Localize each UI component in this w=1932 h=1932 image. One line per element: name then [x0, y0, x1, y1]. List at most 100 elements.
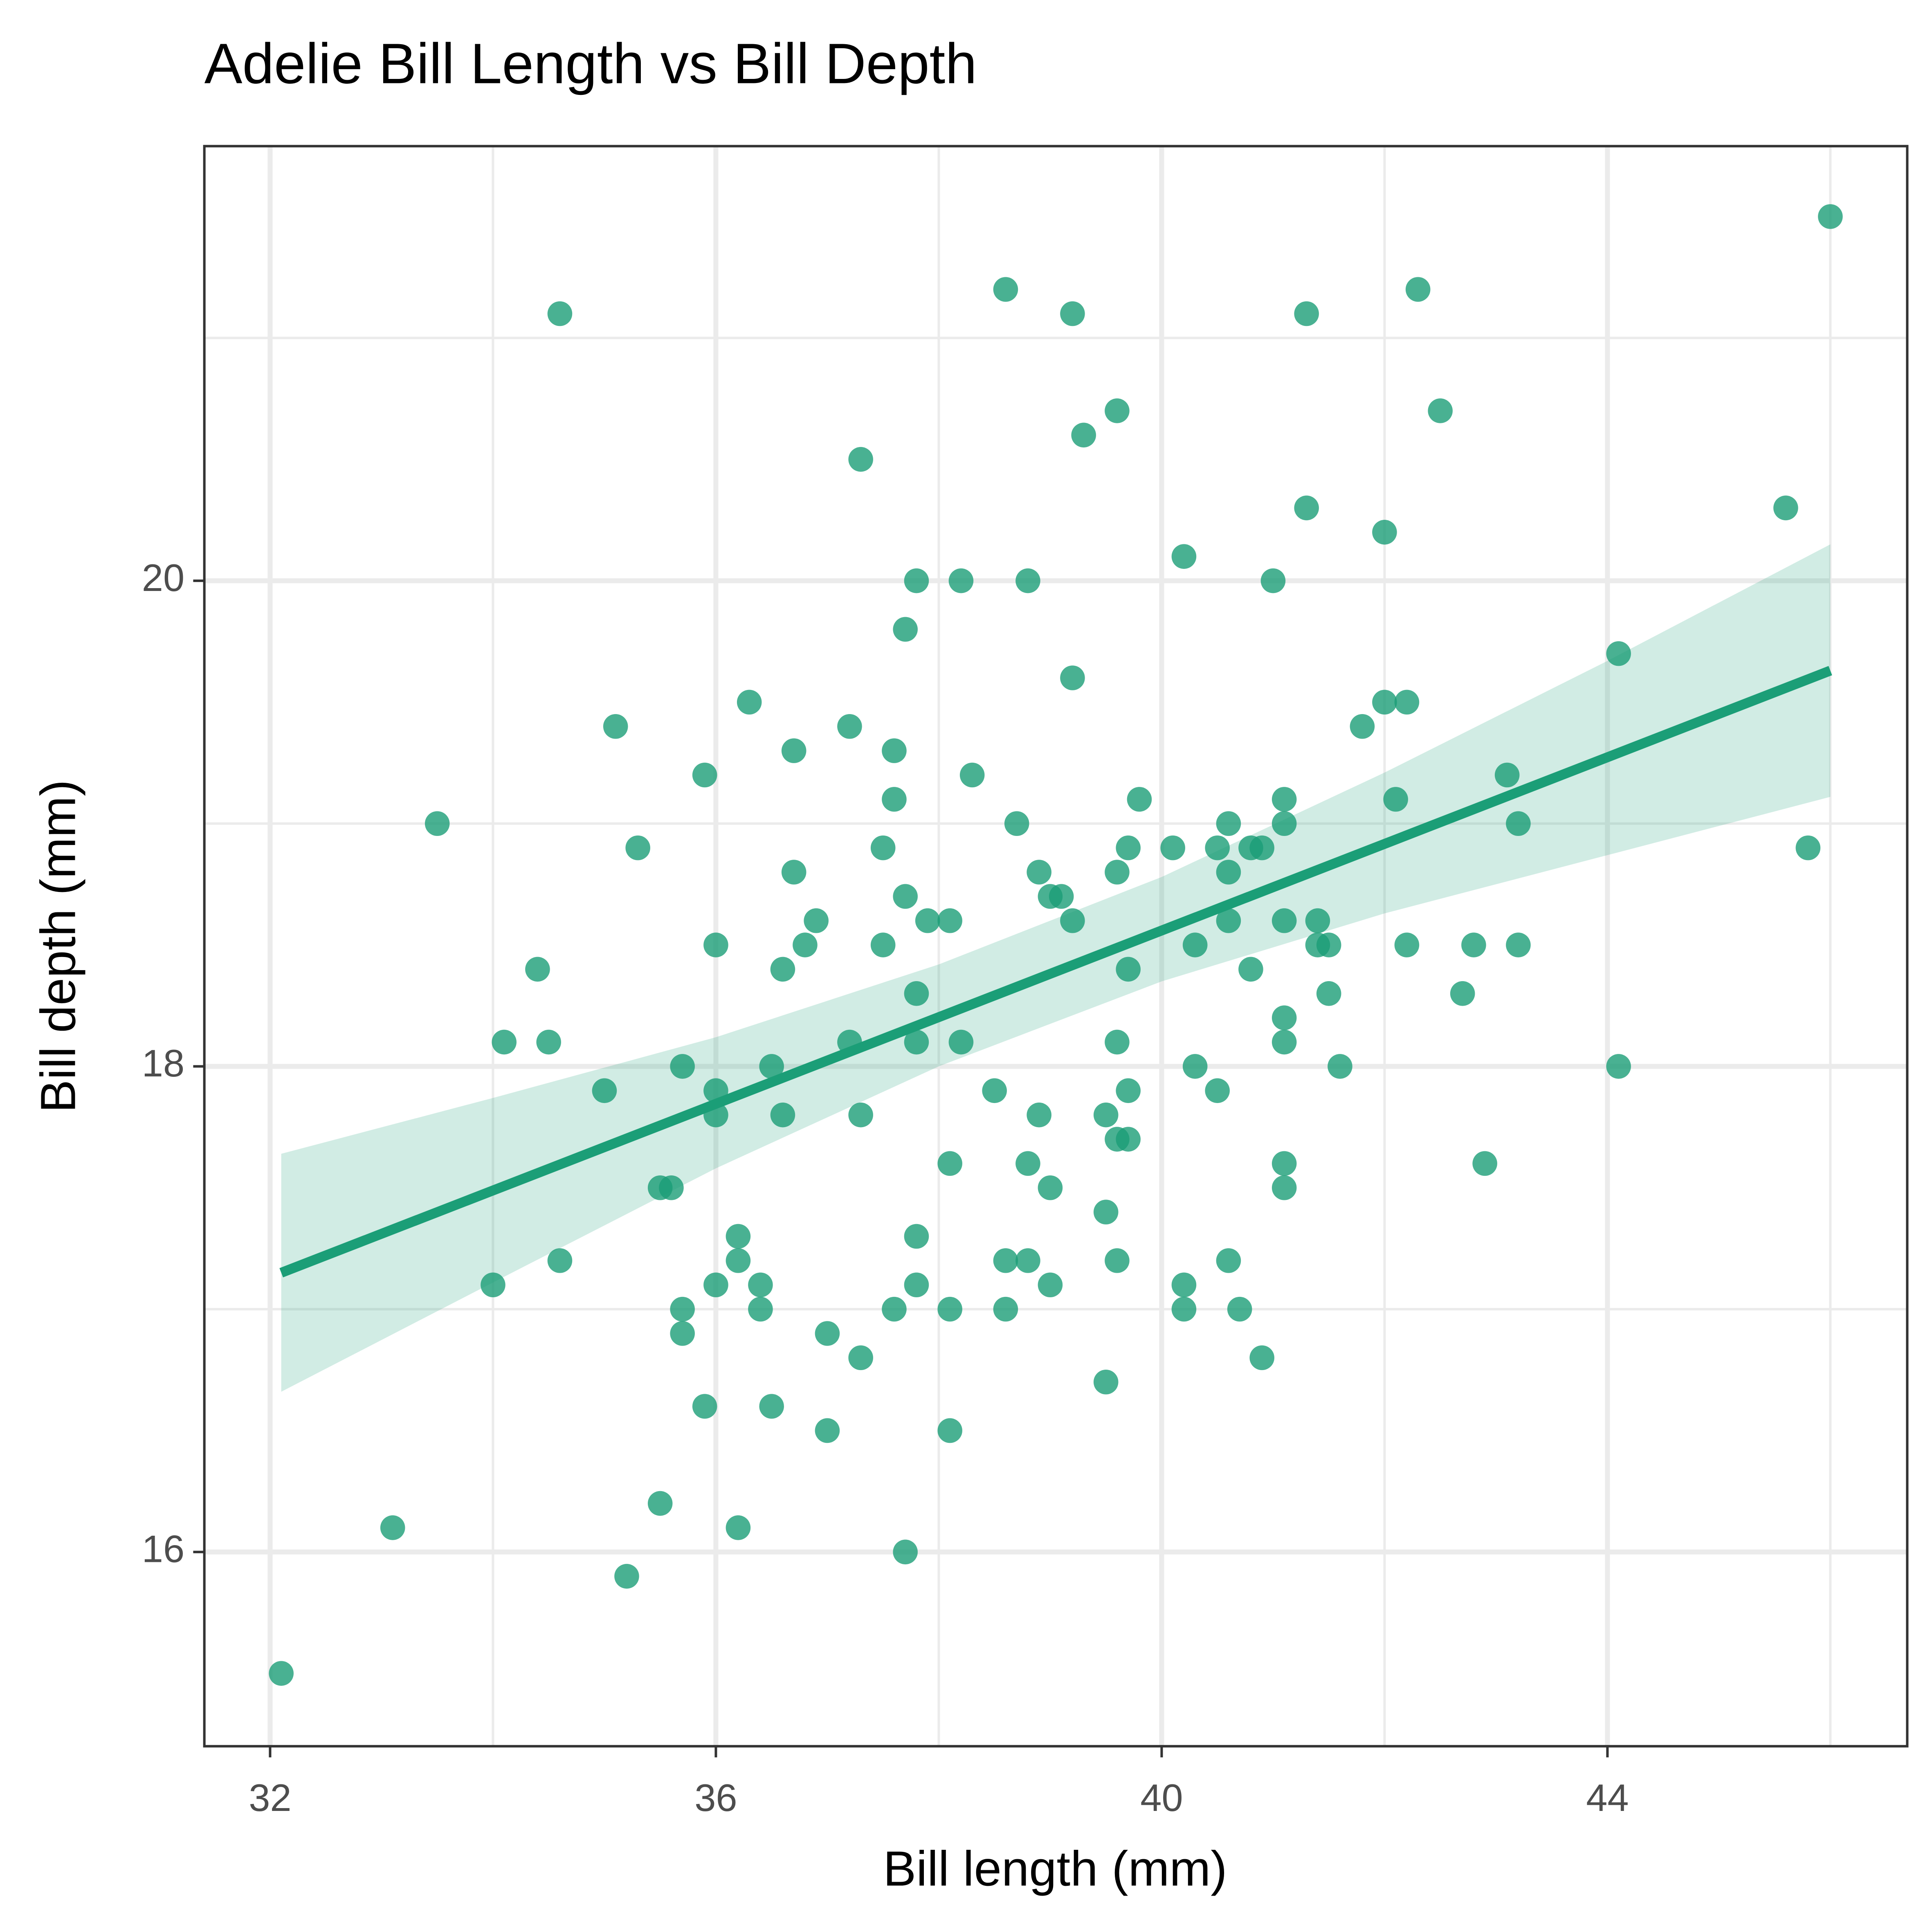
point: [1127, 787, 1152, 812]
point: [1795, 835, 1821, 860]
point: [1038, 1175, 1063, 1200]
point: [1216, 1248, 1241, 1273]
point: [770, 1102, 795, 1128]
point: [1405, 277, 1431, 302]
point: [1428, 398, 1453, 423]
point: [882, 738, 907, 763]
point: [882, 1296, 907, 1322]
point: [1372, 520, 1397, 545]
point: [603, 714, 628, 739]
fit-line: [279, 666, 1832, 1278]
point: [1249, 835, 1274, 860]
point: [692, 1394, 717, 1419]
panel-border: [203, 145, 1909, 1748]
point: [937, 1418, 962, 1443]
point: [993, 1248, 1018, 1273]
point: [993, 277, 1018, 302]
point: [1272, 1005, 1297, 1030]
point: [481, 1272, 505, 1298]
point: [703, 932, 728, 957]
point: [982, 1078, 1007, 1103]
point: [915, 908, 940, 933]
point: [1272, 1029, 1297, 1055]
point: [1272, 1151, 1297, 1176]
point: [1216, 811, 1241, 836]
point: [1182, 932, 1208, 957]
point: [670, 1054, 695, 1079]
point: [959, 762, 985, 788]
point: [1216, 908, 1241, 933]
point: [781, 738, 806, 763]
point: [904, 568, 929, 593]
x-tick-label: 32: [249, 1776, 291, 1819]
point: [1205, 835, 1230, 860]
point: [1249, 1345, 1274, 1370]
point: [425, 811, 450, 836]
point: [547, 1248, 573, 1273]
point: [1461, 932, 1486, 957]
point: [659, 1175, 684, 1200]
point: [737, 690, 762, 715]
point: [937, 1296, 962, 1322]
point: [726, 1515, 751, 1540]
point: [748, 1296, 773, 1322]
point: [1093, 1200, 1119, 1224]
point: [904, 981, 929, 1006]
point: [1205, 1078, 1230, 1103]
point: [1372, 690, 1397, 715]
point: [1116, 1127, 1141, 1152]
point: [1227, 1296, 1252, 1322]
point: [1116, 1078, 1141, 1103]
point: [781, 860, 806, 885]
point: [1272, 811, 1297, 836]
point: [1093, 1102, 1119, 1128]
point: [815, 1321, 840, 1346]
point: [1171, 1272, 1197, 1298]
point: [692, 762, 717, 788]
x-tick-label: 44: [1586, 1776, 1629, 1819]
point: [380, 1515, 405, 1540]
point: [1272, 908, 1297, 933]
point: [1272, 1175, 1297, 1200]
x-axis-label: Bill length (mm): [883, 1841, 1227, 1896]
point: [1049, 884, 1074, 909]
point: [1494, 762, 1520, 788]
point: [536, 1029, 561, 1055]
y-tick-label: 20: [142, 556, 184, 599]
point: [1606, 1054, 1631, 1079]
point: [870, 932, 896, 957]
point: [1060, 301, 1085, 326]
point: [1394, 690, 1420, 715]
point: [525, 957, 550, 982]
point: [1450, 981, 1475, 1006]
point: [993, 1296, 1018, 1322]
point: [948, 1029, 974, 1055]
point: [1116, 957, 1141, 982]
point: [1472, 1151, 1497, 1176]
point: [759, 1394, 784, 1419]
point: [1015, 1151, 1040, 1176]
point: [815, 1418, 840, 1443]
point: [670, 1321, 695, 1346]
point: [1004, 811, 1029, 836]
y-tick-label: 16: [142, 1528, 184, 1570]
point: [848, 1102, 873, 1128]
point: [937, 908, 962, 933]
point: [1506, 932, 1531, 957]
point: [904, 1224, 929, 1249]
point: [893, 617, 918, 642]
point: [882, 787, 907, 812]
x-tick-label: 40: [1140, 1776, 1183, 1819]
point: [1071, 422, 1096, 448]
point: [1038, 1272, 1063, 1298]
point: [1116, 835, 1141, 860]
point: [1773, 495, 1798, 521]
point: [670, 1296, 695, 1322]
x-tick-label: 36: [694, 1776, 737, 1819]
point: [937, 1151, 962, 1176]
point: [1027, 860, 1051, 885]
point: [893, 1539, 918, 1565]
point: [904, 1272, 929, 1298]
point: [625, 835, 650, 860]
